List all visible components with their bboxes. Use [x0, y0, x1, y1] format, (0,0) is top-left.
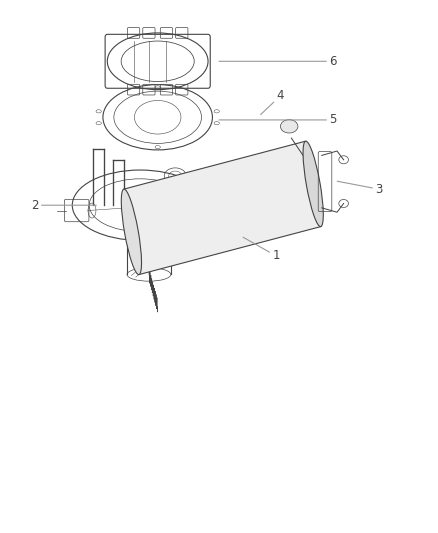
- Ellipse shape: [121, 189, 141, 274]
- Text: 2: 2: [31, 199, 96, 212]
- Text: 6: 6: [219, 55, 337, 68]
- Text: 3: 3: [337, 181, 382, 196]
- Text: 1: 1: [243, 237, 280, 262]
- Ellipse shape: [280, 120, 298, 133]
- Polygon shape: [124, 141, 321, 274]
- Text: 5: 5: [219, 114, 336, 126]
- Text: 4: 4: [261, 90, 284, 115]
- Ellipse shape: [303, 141, 323, 227]
